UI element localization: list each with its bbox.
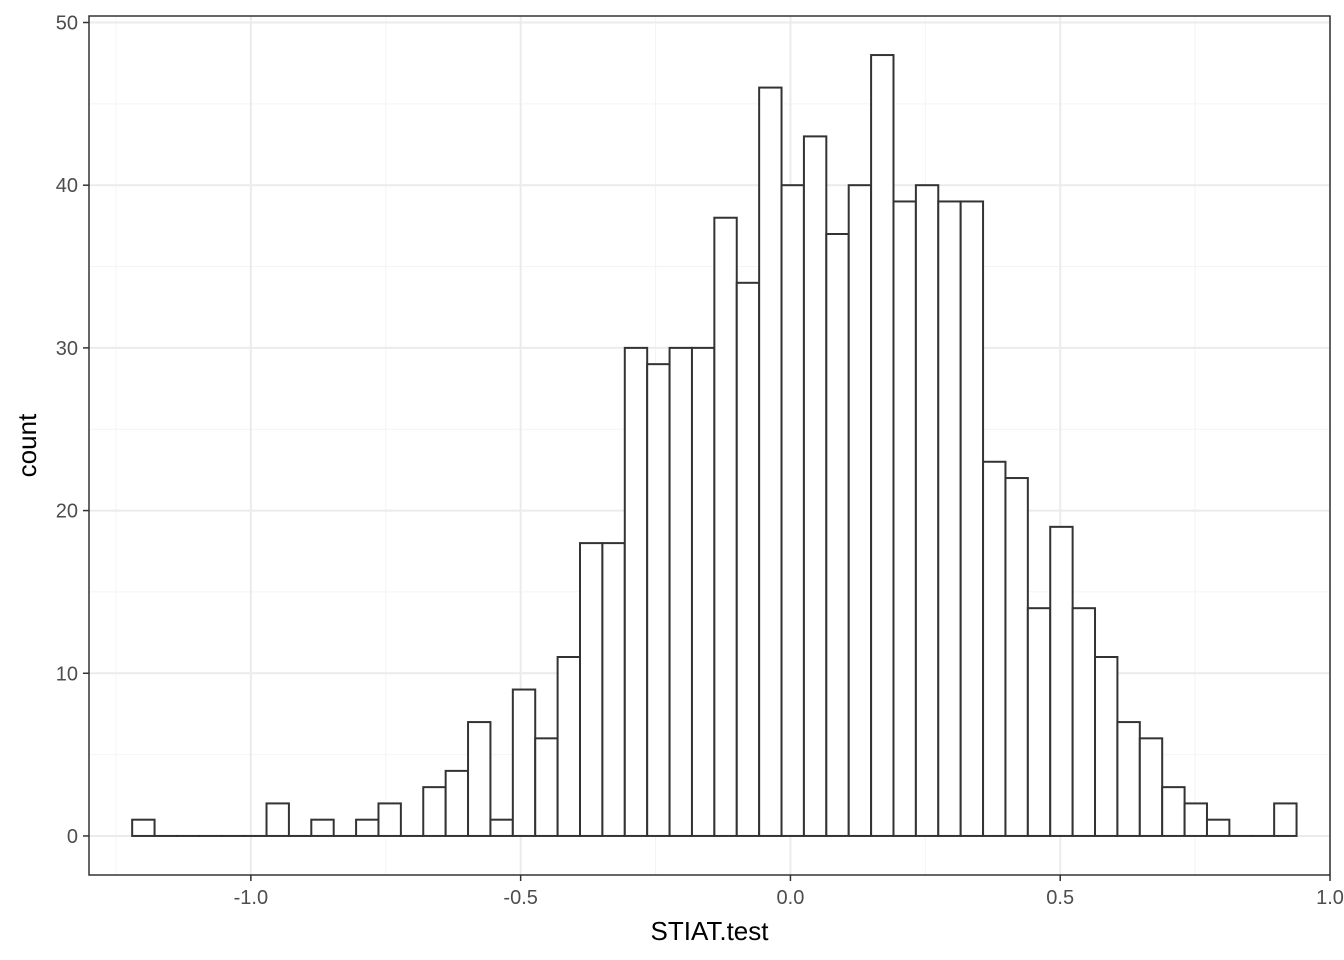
- histogram-bars: [131, 54, 1298, 837]
- histogram-bar: [601, 542, 626, 837]
- histogram-bar: [422, 786, 447, 837]
- x-tick-label: -1.0: [234, 887, 268, 909]
- y-tick-label: 0: [67, 826, 78, 848]
- y-axis-title: count: [12, 413, 42, 477]
- histogram-bar: [1026, 607, 1052, 837]
- histogram-bar: [713, 216, 738, 837]
- histogram-bar: [377, 802, 402, 837]
- histogram-bar: [623, 346, 649, 837]
- histogram-bar: [1161, 786, 1186, 837]
- histogram-bar: [870, 54, 895, 837]
- histogram-bar: [579, 542, 604, 837]
- histogram-bar: [556, 655, 582, 837]
- histogram-bar: [1004, 477, 1029, 837]
- histogram-bar: [735, 281, 761, 837]
- histogram-bar: [265, 802, 290, 837]
- histogram-bar: [690, 346, 716, 837]
- histogram-bar: [914, 184, 940, 837]
- panel-border: [88, 15, 1331, 876]
- histogram-bar: [646, 363, 671, 837]
- histogram-bar: [131, 818, 156, 837]
- histogram-bar: [1138, 737, 1164, 837]
- histogram-bar: [982, 460, 1007, 837]
- y-axis-ticks: 0 10 20 30 40 50: [56, 13, 89, 848]
- x-tick-label: 0.0: [777, 887, 805, 909]
- x-tick-label: 1.0: [1316, 887, 1344, 909]
- x-tick-label: 0.5: [1046, 887, 1074, 909]
- histogram-bar: [1273, 802, 1298, 837]
- histogram-bar: [1205, 818, 1231, 837]
- x-axis-ticks: -1.0 -0.5 0.0 0.5 1.0: [234, 875, 1344, 909]
- histogram-bar: [780, 184, 805, 837]
- histogram-bar: [937, 200, 962, 837]
- histogram-bar: [489, 818, 514, 837]
- histogram-bar: [1071, 607, 1097, 837]
- x-axis-title: STIAT.test: [651, 916, 770, 946]
- histogram-bar: [511, 688, 537, 837]
- histogram-bar: [1049, 525, 1074, 837]
- histogram-bar: [355, 818, 380, 837]
- histogram-bar: [802, 135, 828, 837]
- histogram-bar: [1183, 802, 1208, 837]
- histogram-bar: [310, 818, 335, 837]
- y-tick-label: 30: [56, 338, 78, 360]
- y-tick-label: 20: [56, 501, 78, 523]
- histogram-bar: [668, 346, 693, 837]
- histogram-bar: [1094, 655, 1119, 837]
- y-tick-label: 10: [56, 663, 78, 685]
- histogram-bar: [758, 86, 783, 837]
- x-tick-label: -0.5: [503, 887, 537, 909]
- histogram-bar: [825, 233, 850, 837]
- histogram-bar: [892, 200, 917, 837]
- histogram-bar: [444, 769, 470, 837]
- histogram-bar: [847, 184, 873, 837]
- y-tick-label: 50: [56, 13, 78, 35]
- histogram-bar: [959, 200, 985, 837]
- y-tick-label: 40: [56, 175, 78, 197]
- histogram-bar: [534, 737, 559, 837]
- histogram-bar: [1116, 721, 1141, 837]
- histogram-bar: [467, 721, 492, 837]
